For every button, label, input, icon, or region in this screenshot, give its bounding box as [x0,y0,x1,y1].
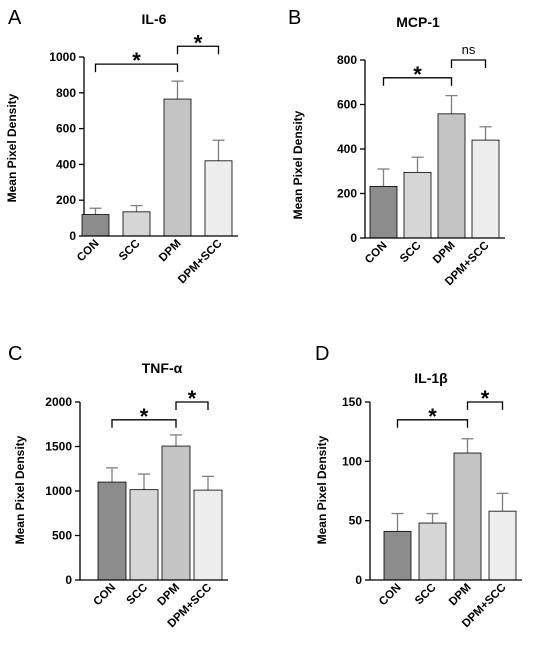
bar-dpm [453,452,482,581]
chart-title: TNF-α [142,360,183,376]
bar-dpm [161,445,191,581]
bar-scc [129,489,159,581]
significance-label: * [413,62,422,87]
panel-c: C TNF-α Mean Pixel Density 0 500 1000 1500 2000… [8,343,228,630]
y-tick-label: 0 [355,573,362,587]
y-tick-label: 1500 [45,440,72,454]
y-tick-label: 800 [56,86,76,100]
significance-label: * [132,48,141,73]
y-tick-label: 0 [65,573,72,587]
y-tick-label: 150 [342,395,362,409]
panel-a: A IL-6 Mean Pixel Density 0 200 400 600 800 1000… [5,7,238,286]
bar-dpm-scc [204,160,233,237]
y-tick-label: 2000 [45,395,72,409]
bar-scc [122,211,151,237]
y-tick-label: 600 [56,122,76,136]
panel-letter: B [288,7,301,29]
significance-bracket [382,77,453,86]
y-tick-label: 400 [56,157,76,171]
x-tick-label: CON [92,582,119,609]
x-tick-label: SCC [398,240,424,266]
significance-bracket [111,419,177,428]
significance-bracket [450,59,487,68]
x-tick-label: DPM+SCC [176,238,224,286]
bar-dpm-scc [488,510,517,581]
y-axis-label: Mean Pixel Density [315,435,329,544]
x-tick-label: DPM [431,240,458,267]
x-tick-label: CON [75,238,102,265]
y-tick-label: 500 [52,529,72,543]
bar-dpm-scc [471,139,500,239]
y-tick-label: 600 [337,98,357,112]
y-tick-label: 400 [337,142,357,156]
panel-letter: C [8,343,22,365]
x-tick-label: SCC [413,582,439,608]
y-tick-label: 200 [56,193,76,207]
y-axis-label: Mean Pixel Density [13,435,27,544]
y-tick-label: 200 [337,187,357,201]
y-tick-label: 1000 [49,50,76,64]
significance-label: * [188,386,197,411]
y-tick-label: 50 [349,514,363,528]
x-tick-label: CON [363,240,390,267]
significance-bracket [175,401,209,410]
y-tick-label: 0 [350,231,357,245]
bar-con [369,185,398,239]
bar-dpm-scc [193,489,223,581]
bar-con [383,530,412,581]
y-axis-label: Mean Pixel Density [291,110,305,219]
chart-title: IL-6 [142,11,167,27]
significance-bracket [396,419,469,428]
chart-title: IL-1β [414,370,448,386]
significance-bracket [176,45,220,55]
bar-dpm [437,113,466,239]
significance-bracket [94,63,179,73]
x-tick-label: DPM [157,238,184,265]
bar-con [81,214,110,237]
bar-scc [418,522,447,581]
panel-b: B MCP-1 Mean Pixel Density 0 200 400 600 800 CON… [288,7,505,288]
y-axis-label: Mean Pixel Density [5,93,19,202]
bar-con [97,481,127,581]
x-tick-label: DPM [156,582,183,609]
panel-letter: A [8,7,22,29]
significance-label: * [194,30,203,55]
panel-d: D IL-1β Mean Pixel Density 0 50 100 150 CON SCC D… [315,343,522,630]
y-tick-label: 100 [342,454,362,468]
chart-title: MCP-1 [396,14,440,30]
x-tick-label: CON [377,582,404,609]
y-tick-label: 0 [69,229,76,243]
x-tick-label: DPM [447,582,474,609]
x-tick-label: SCC [124,582,150,608]
bar-scc [403,171,432,239]
significance-label: * [481,386,490,411]
y-tick-label: 800 [337,53,357,67]
bar-dpm [163,98,192,237]
significance-label: ns [462,42,476,57]
x-tick-label: SCC [117,238,143,264]
significance-bracket [466,401,504,410]
panel-letter: D [315,343,329,365]
significance-label: * [428,404,437,429]
y-tick-label: 1000 [45,484,72,498]
significance-label: * [140,404,149,429]
